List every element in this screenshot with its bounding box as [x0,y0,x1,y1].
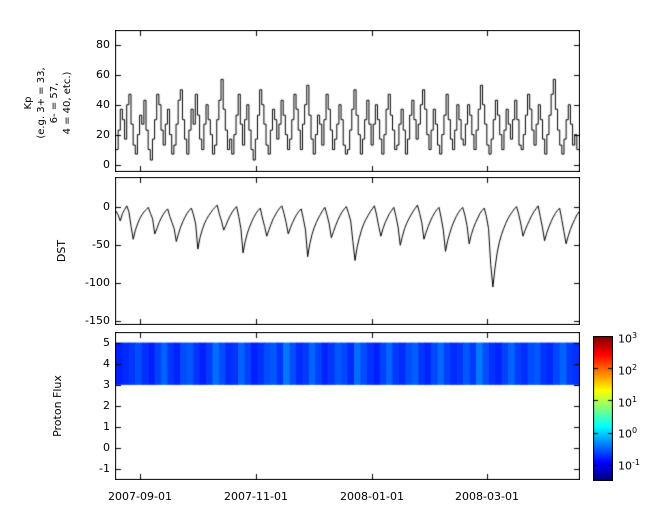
kp-axis-label-line: Kp [23,96,34,110]
dst-plot-canvas [115,177,580,325]
proton-flux-axis-label: Proton Flux [51,375,64,437]
xtick-label: 2008-01-01 [340,490,404,503]
dst-ytick-label: 0 [103,200,110,213]
colorbar-tick-label: 10-1 [618,458,640,473]
xtick-label: 2007-09-01 [108,490,172,503]
dst-axis-label: DST [55,239,68,263]
colorbar-tick-label: 103 [618,331,638,346]
flux-ytick-label: 2 [103,399,110,412]
dst-ytick-label: -100 [85,276,110,289]
flux-ytick-label: -1 [99,462,110,475]
kp-axis-label-line: 6- = 57, [49,82,60,124]
xtick-label: 2007-11-01 [224,490,288,503]
colorbar-tick-label: 100 [618,426,638,441]
flux-ytick-label: 0 [103,441,110,454]
flux-ytick-label: 4 [103,357,110,370]
colorbar-tick-label: 101 [618,395,638,410]
flux-ytick-label: 1 [103,420,110,433]
dst-ytick-label: -50 [92,238,110,251]
kp-plot-canvas [115,30,580,172]
kp-ytick-label: 40 [96,98,110,111]
xtick-label: 2008-03-01 [455,490,519,503]
kp-axis-label-line: (e.g. 3+ = 33, [36,67,47,139]
kp-ytick-label: 0 [103,158,110,171]
kp-ytick-label: 80 [96,38,110,51]
kp-ytick-label: 60 [96,68,110,81]
flux-ytick-label: 3 [103,378,110,391]
kp-ytick-label: 20 [96,128,110,141]
flux-ytick-label: 5 [103,336,110,349]
dst-ytick-label: -150 [85,314,110,327]
colorbar-tick-label: 102 [618,363,638,378]
colorbar-canvas [593,336,613,481]
proton-flux-spectrogram-canvas [115,332,580,480]
